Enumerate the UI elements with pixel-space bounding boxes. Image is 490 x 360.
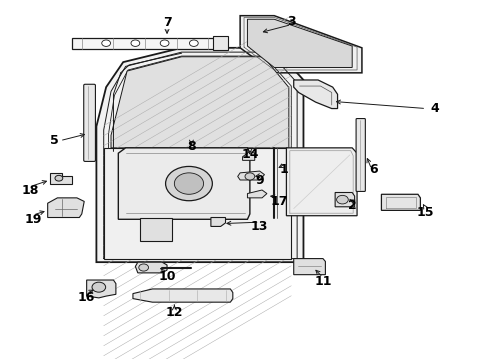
- Polygon shape: [111, 57, 289, 148]
- Text: 11: 11: [314, 275, 332, 288]
- Polygon shape: [97, 48, 303, 262]
- Circle shape: [139, 264, 148, 271]
- Text: 9: 9: [255, 174, 264, 186]
- Text: 3: 3: [287, 14, 295, 27]
- Circle shape: [245, 173, 255, 180]
- FancyBboxPatch shape: [356, 118, 366, 192]
- Polygon shape: [213, 36, 228, 50]
- Polygon shape: [211, 217, 225, 226]
- Circle shape: [166, 166, 212, 201]
- Polygon shape: [87, 280, 116, 298]
- Polygon shape: [140, 217, 172, 241]
- Polygon shape: [247, 190, 267, 198]
- Polygon shape: [243, 152, 255, 160]
- FancyBboxPatch shape: [84, 84, 96, 161]
- Text: 17: 17: [270, 195, 288, 208]
- Text: 7: 7: [163, 16, 172, 29]
- Text: 5: 5: [49, 134, 58, 147]
- Text: 8: 8: [187, 140, 196, 153]
- Text: 1: 1: [280, 163, 288, 176]
- Text: 14: 14: [241, 148, 259, 162]
- Polygon shape: [381, 194, 420, 210]
- Text: 15: 15: [416, 206, 434, 219]
- Polygon shape: [287, 148, 357, 216]
- Polygon shape: [104, 148, 291, 258]
- Circle shape: [92, 282, 106, 292]
- Polygon shape: [135, 262, 167, 273]
- Polygon shape: [294, 258, 325, 275]
- Text: 19: 19: [24, 213, 42, 226]
- Text: 6: 6: [369, 163, 378, 176]
- Polygon shape: [335, 193, 355, 207]
- Polygon shape: [48, 198, 84, 217]
- Polygon shape: [247, 19, 352, 67]
- Polygon shape: [50, 173, 72, 184]
- Circle shape: [337, 195, 348, 204]
- Circle shape: [131, 40, 140, 46]
- Polygon shape: [118, 148, 250, 219]
- Text: 13: 13: [251, 220, 269, 233]
- Circle shape: [160, 40, 169, 46]
- Polygon shape: [238, 171, 265, 180]
- Polygon shape: [133, 289, 233, 302]
- Text: 12: 12: [166, 306, 183, 319]
- Polygon shape: [72, 38, 218, 49]
- Text: 18: 18: [22, 184, 39, 197]
- Polygon shape: [294, 80, 338, 109]
- Text: 4: 4: [430, 102, 439, 115]
- Text: 10: 10: [158, 270, 176, 283]
- Text: 2: 2: [348, 198, 357, 212]
- Circle shape: [55, 175, 63, 181]
- Polygon shape: [240, 16, 362, 73]
- Circle shape: [102, 40, 111, 46]
- Circle shape: [174, 173, 203, 194]
- Text: 16: 16: [78, 291, 96, 305]
- Circle shape: [190, 40, 198, 46]
